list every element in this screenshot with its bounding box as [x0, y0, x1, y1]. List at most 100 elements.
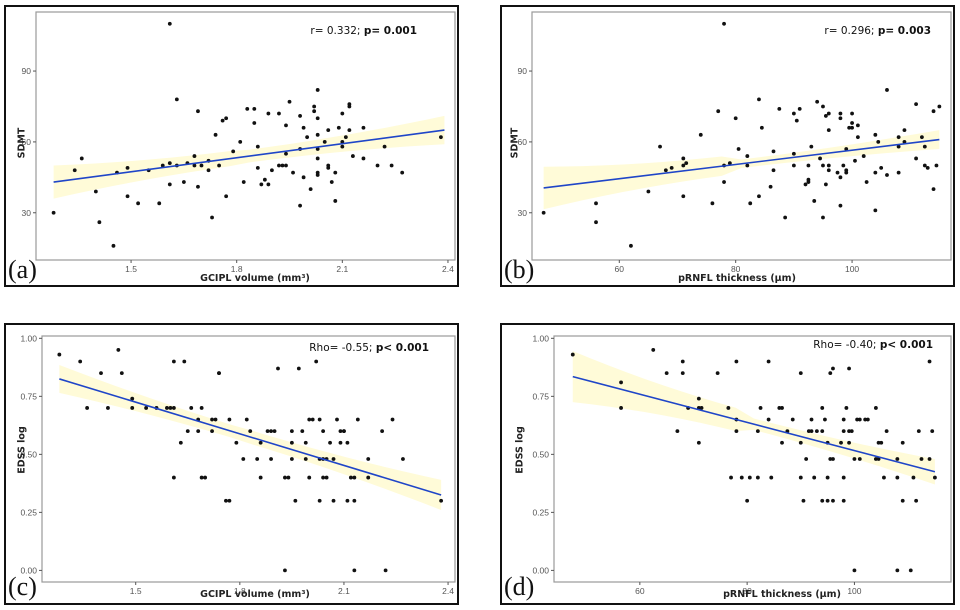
data-point [902, 140, 907, 144]
data-point [826, 111, 831, 116]
data-point [766, 359, 771, 364]
data-point [315, 88, 320, 92]
data-point [189, 406, 194, 410]
data-point [220, 118, 225, 123]
y-tick-label: 0.25 [532, 507, 549, 517]
data-point [895, 475, 900, 480]
data-point [375, 163, 380, 168]
panel-a-stat-r: r= 0.332; [310, 25, 364, 37]
data-point [321, 429, 326, 434]
data-point [722, 180, 726, 184]
data-point [663, 168, 668, 173]
data-point [809, 429, 814, 434]
data-point [838, 203, 843, 208]
data-point [312, 109, 317, 114]
data-point [196, 429, 201, 434]
data-point [727, 161, 732, 166]
data-point [757, 97, 761, 102]
data-point [283, 568, 287, 573]
panel-c-stat-rho: Rho= -0.55; [309, 342, 376, 354]
data-point [619, 380, 623, 385]
data-point [315, 173, 320, 177]
data-point [293, 498, 298, 503]
data-point [286, 475, 291, 480]
data-point [873, 457, 878, 461]
data-point [361, 125, 366, 130]
data-point [289, 440, 294, 445]
data-point [366, 475, 371, 480]
panel-b-stat-p: p= 0.003 [877, 25, 931, 37]
data-point [210, 429, 214, 434]
x-tick-label: 60 [635, 586, 645, 596]
y-tick-label: 0.00 [532, 565, 549, 575]
data-point [879, 440, 884, 445]
data-point [308, 187, 313, 192]
data-point [736, 147, 741, 151]
data-point [821, 215, 825, 220]
data-point [144, 406, 149, 410]
panel-d-plot: 0.00 0.25 0.50 0.75 1.00 60 80 100 [532, 333, 952, 596]
data-point [884, 429, 889, 434]
data-point [439, 135, 443, 140]
data-point [130, 406, 135, 410]
plot-area-frame [531, 11, 952, 261]
panel-d-ylabel: EDSS log [514, 426, 526, 474]
data-point [324, 475, 329, 480]
data-point [79, 156, 84, 161]
data-point [338, 429, 343, 434]
data-point [823, 417, 827, 422]
data-point [210, 417, 214, 422]
x-tick-label: 2.1 [338, 586, 350, 596]
panel-b-plot: 30 60 90 60 80 100 [518, 11, 952, 274]
data-point [696, 396, 701, 401]
data-point [852, 568, 857, 573]
data-point [157, 201, 162, 206]
y-tick-label: 0.25 [20, 507, 37, 517]
y-tick-label: 60 [518, 137, 528, 147]
panel-a: 30 60 90 1.5 1.8 2.1 2.4 r= 0.332; p= 0.001 SD… [4, 5, 459, 287]
data-point [258, 440, 263, 445]
data-point [801, 498, 806, 503]
data-point [315, 156, 320, 161]
data-point [849, 429, 854, 434]
x-tick-label: 80 [731, 264, 741, 274]
data-point [213, 417, 218, 422]
panel-b: 30 60 90 60 80 100 r= 0.296; p= 0.003 SDMT pR… [500, 5, 955, 287]
data-point [844, 147, 849, 151]
data-point [331, 498, 336, 503]
data-point [922, 144, 927, 149]
data-point [896, 135, 901, 140]
x-tick-label: 2.4 [442, 586, 454, 596]
data-point [289, 429, 294, 434]
data-point [916, 429, 921, 434]
data-point [619, 406, 623, 410]
panel-d-stat-rho: Rho= -0.40; [813, 339, 880, 351]
data-point [664, 371, 669, 376]
data-point [922, 163, 927, 168]
data-point [855, 135, 860, 140]
data-point [791, 151, 796, 156]
data-point [390, 417, 395, 422]
data-point [252, 121, 257, 125]
data-point [841, 163, 846, 168]
data-point [757, 194, 761, 199]
data-point [820, 498, 825, 503]
data-point [199, 163, 204, 168]
data-point [289, 457, 294, 461]
data-point [315, 132, 320, 137]
data-point [745, 498, 750, 503]
data-point [861, 154, 866, 158]
data-point [241, 457, 246, 461]
data-point [896, 170, 901, 175]
data-point [873, 208, 878, 213]
data-point [345, 498, 350, 503]
data-point [322, 140, 327, 144]
panel-a-stat: r= 0.332; p= 0.001 [310, 25, 417, 37]
confidence-band [572, 351, 935, 485]
data-point [224, 498, 228, 503]
data-point [361, 156, 366, 161]
data-point [331, 457, 336, 461]
data-point [255, 457, 260, 461]
data-point [823, 114, 828, 118]
data-point [244, 417, 249, 422]
